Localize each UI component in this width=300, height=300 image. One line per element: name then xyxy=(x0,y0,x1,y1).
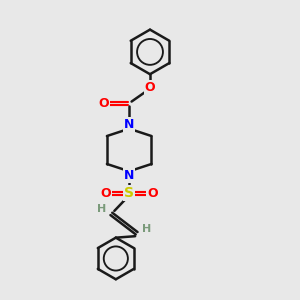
Text: N: N xyxy=(124,169,134,182)
Text: H: H xyxy=(142,224,151,234)
Text: O: O xyxy=(99,98,109,110)
Text: N: N xyxy=(124,118,134,131)
Text: S: S xyxy=(124,186,134,200)
Text: O: O xyxy=(147,187,158,200)
Text: H: H xyxy=(97,204,106,214)
Text: O: O xyxy=(145,81,155,94)
Text: O: O xyxy=(100,187,111,200)
